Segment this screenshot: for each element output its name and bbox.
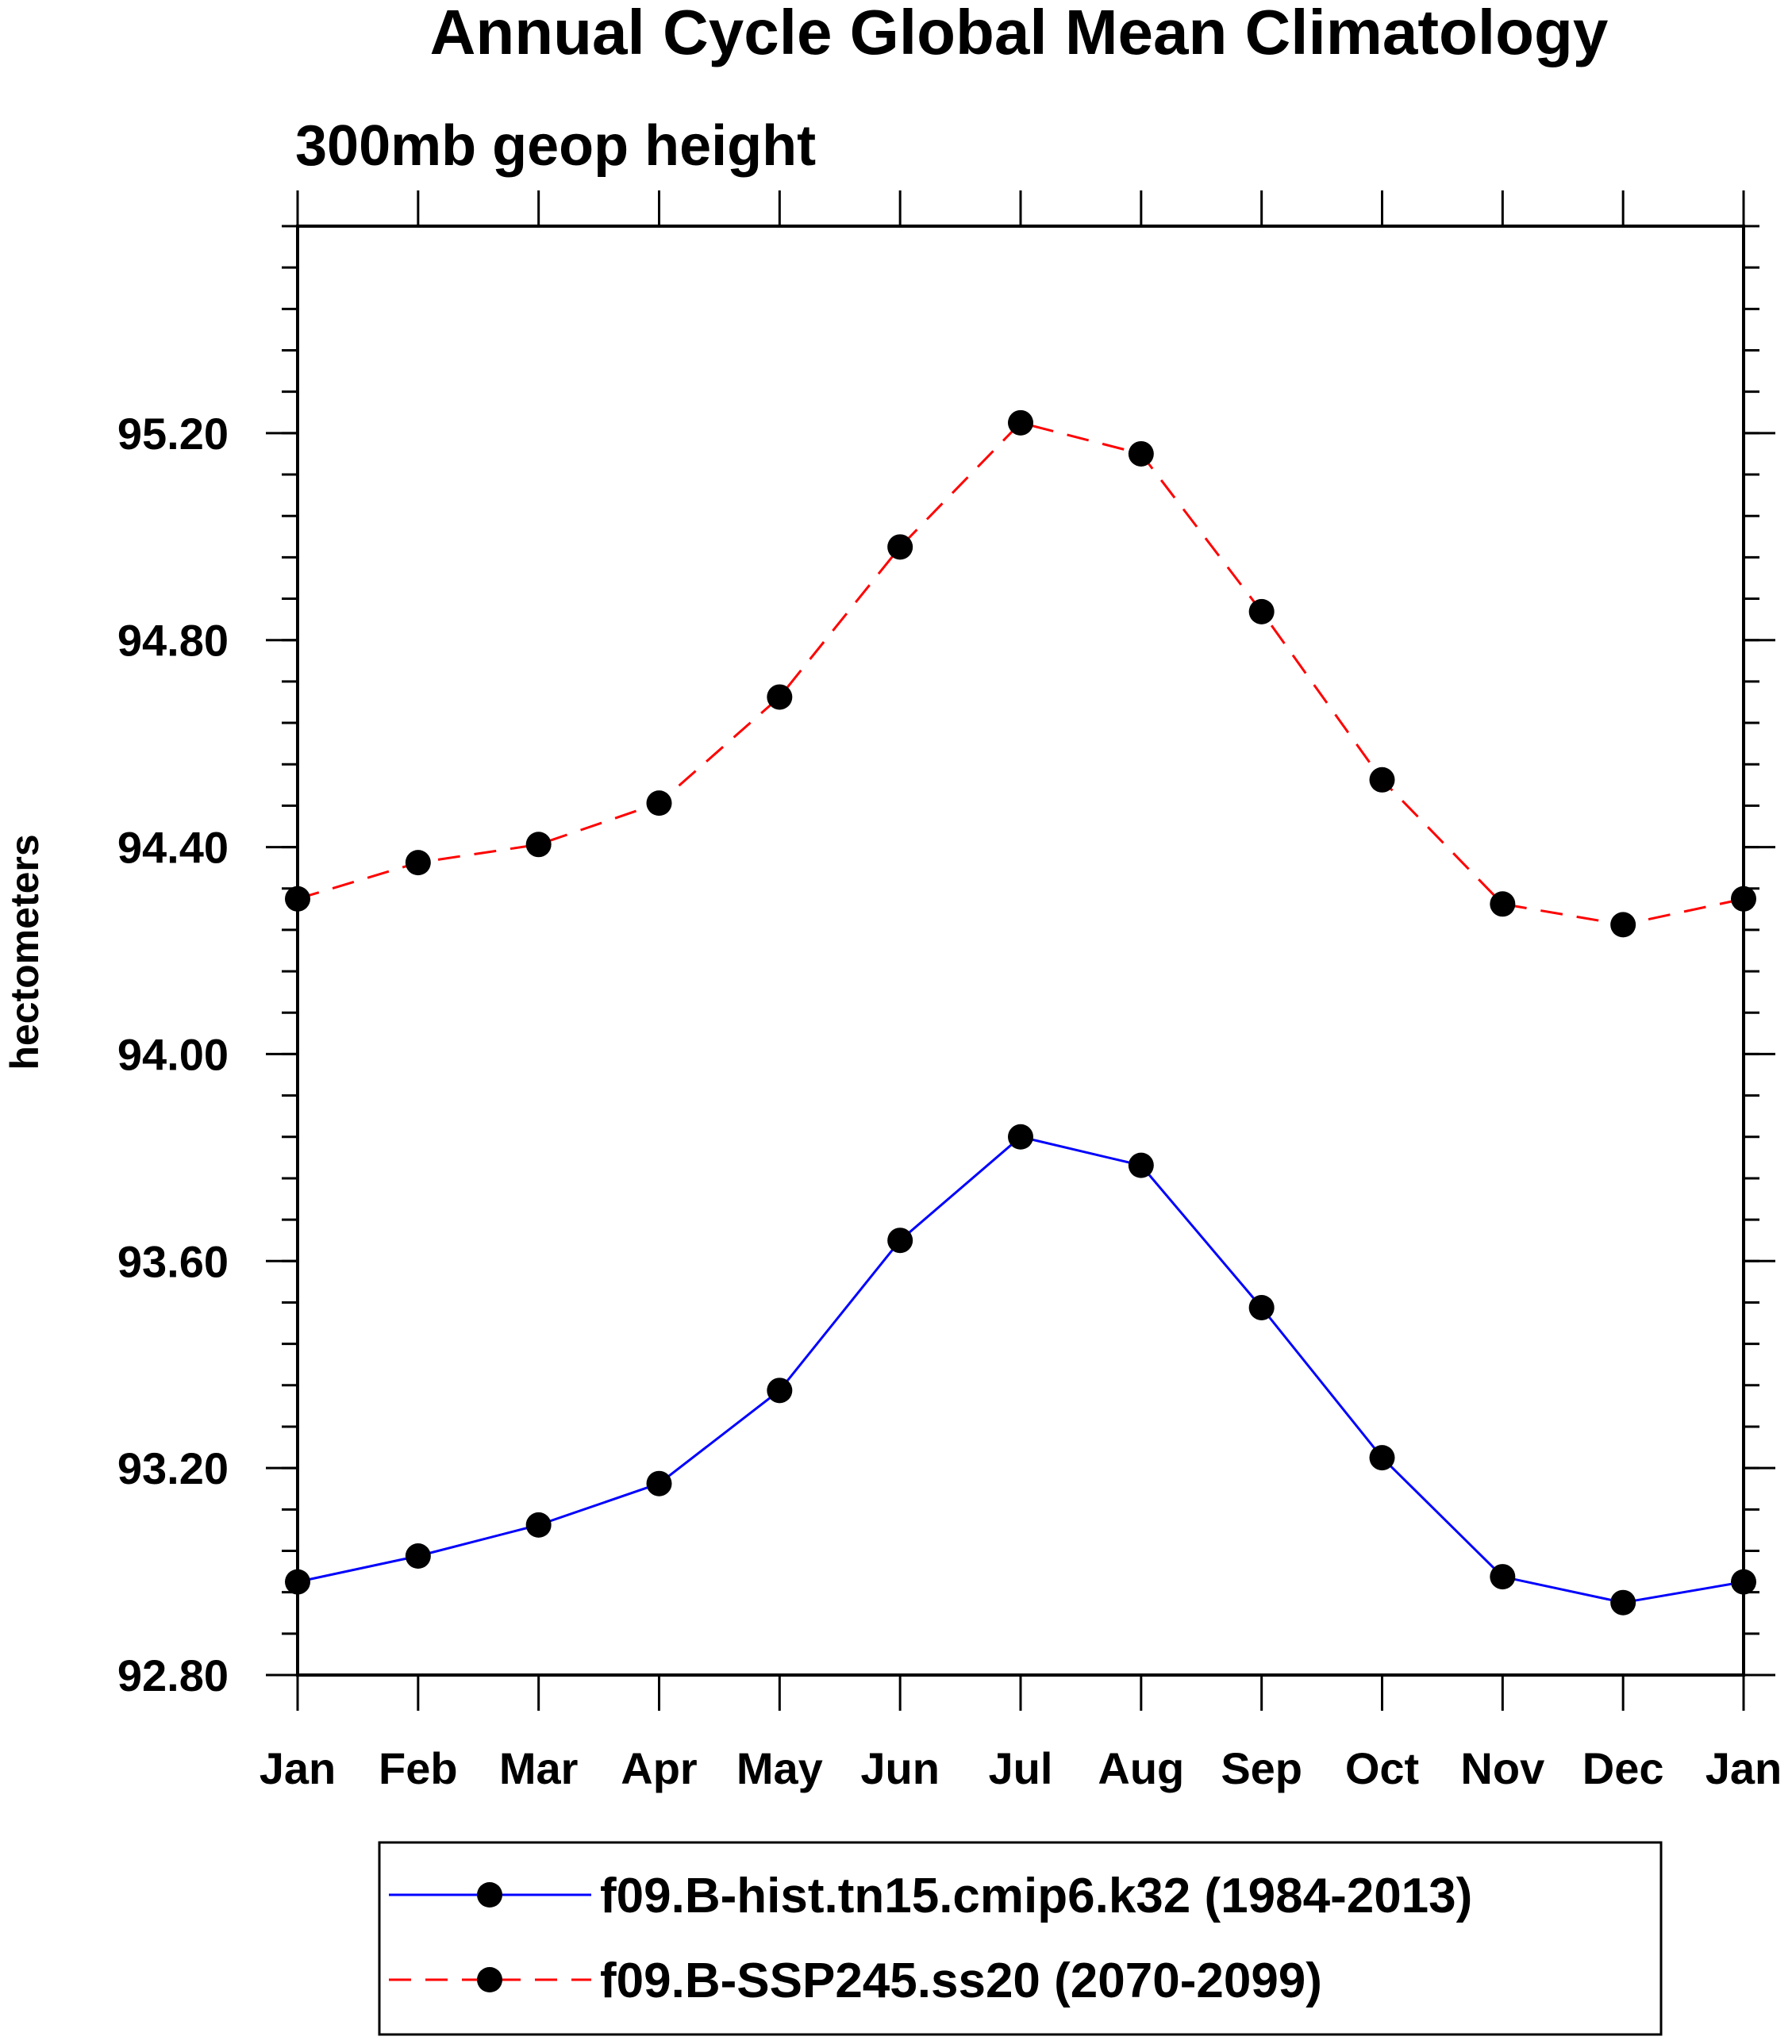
series-1-point <box>1610 912 1636 938</box>
y-tick-label: 95.20 <box>117 409 229 459</box>
x-tick-label: May <box>736 1743 823 1793</box>
series-line-0 <box>297 1135 1744 1604</box>
series-1-point <box>1128 440 1154 467</box>
series-1-point <box>646 790 672 816</box>
x-tick-label: Nov <box>1460 1743 1544 1793</box>
legend-marker-hist <box>477 1882 502 1908</box>
series-0-point <box>285 1569 310 1595</box>
legend-marker-ssp <box>477 1967 502 1992</box>
series-1-point <box>285 886 310 912</box>
major-ticks <box>266 190 1775 1711</box>
y-tick-label: 94.80 <box>117 616 229 666</box>
series-layer <box>285 409 1756 1616</box>
x-tick-label: Aug <box>1098 1743 1184 1793</box>
series-0-point <box>1610 1589 1636 1616</box>
x-tick-label: Jan <box>1705 1743 1782 1793</box>
series-1-point <box>1731 886 1756 912</box>
series-0-point <box>405 1543 431 1570</box>
x-tick-label: Jun <box>860 1743 940 1793</box>
legend-label-hist: f09.B-hist.tn15.cmip6.k32 (1984-2013) <box>600 1869 1472 1923</box>
x-tick-label: Sep <box>1221 1743 1302 1793</box>
legend-item-ssp: f09.B-SSP245.ss20 (2070-2099) <box>389 1954 1322 2008</box>
minor-ticks <box>282 225 1759 1677</box>
series-0-point <box>1369 1445 1395 1471</box>
y-tick-label: 94.00 <box>117 1029 229 1079</box>
series-0-point <box>525 1512 552 1538</box>
chart-title: Annual Cycle Global Mean Climatology <box>430 0 1609 67</box>
x-tick-label: Apr <box>621 1743 697 1793</box>
y-tick-label: 94.40 <box>117 823 229 873</box>
series-0-point <box>646 1470 672 1496</box>
series-0-point <box>767 1377 793 1404</box>
series-line-1 <box>297 421 1744 926</box>
series-1-point <box>1248 598 1275 624</box>
x-tick-label: Oct <box>1345 1743 1419 1793</box>
x-tick-label: Feb <box>379 1743 458 1793</box>
legend: f09.B-hist.tn15.cmip6.k32 (1984-2013) f0… <box>378 1841 1663 2036</box>
y-tick-label: 93.60 <box>117 1236 229 1286</box>
chart-subtitle: 300mb geop height <box>295 114 816 178</box>
series-1-point <box>1008 409 1033 436</box>
series-0-point <box>1490 1564 1516 1590</box>
legend-label-ssp: f09.B-SSP245.ss20 (2070-2099) <box>600 1954 1322 2008</box>
y-axis-label: hectometers <box>2 834 47 1070</box>
series-0-point <box>887 1228 913 1254</box>
x-tick-labels: Jan Feb Mar Apr May Jun Jul Aug Sep Oct Nov Dec Jan <box>260 1743 1782 1793</box>
x-tick-label: Dec <box>1582 1743 1664 1793</box>
y-tick-label: 93.20 <box>117 1443 229 1493</box>
legend-box <box>378 1841 1663 2036</box>
series-1-point <box>887 534 913 560</box>
y-tick-label: 92.80 <box>117 1650 229 1700</box>
plot-frame <box>296 225 1745 1677</box>
x-tick-label: Jul <box>989 1743 1053 1793</box>
x-tick-label: Mar <box>499 1743 579 1793</box>
x-tick-label: Jan <box>260 1743 336 1793</box>
y-tick-labels: 92.80 93.20 93.60 94.00 94.40 94.80 95.20 <box>117 409 229 1700</box>
series-0-point <box>1128 1152 1154 1178</box>
series-1-point <box>1490 891 1516 917</box>
series-1-point <box>767 684 793 710</box>
series-0-point <box>1248 1294 1275 1320</box>
series-1-point <box>525 832 552 858</box>
series-0-point <box>1008 1124 1033 1150</box>
series-0-point <box>1731 1569 1756 1595</box>
legend-item-hist: f09.B-hist.tn15.cmip6.k32 (1984-2013) <box>389 1869 1472 1923</box>
series-1-point <box>405 850 431 876</box>
series-1-point <box>1369 766 1395 793</box>
